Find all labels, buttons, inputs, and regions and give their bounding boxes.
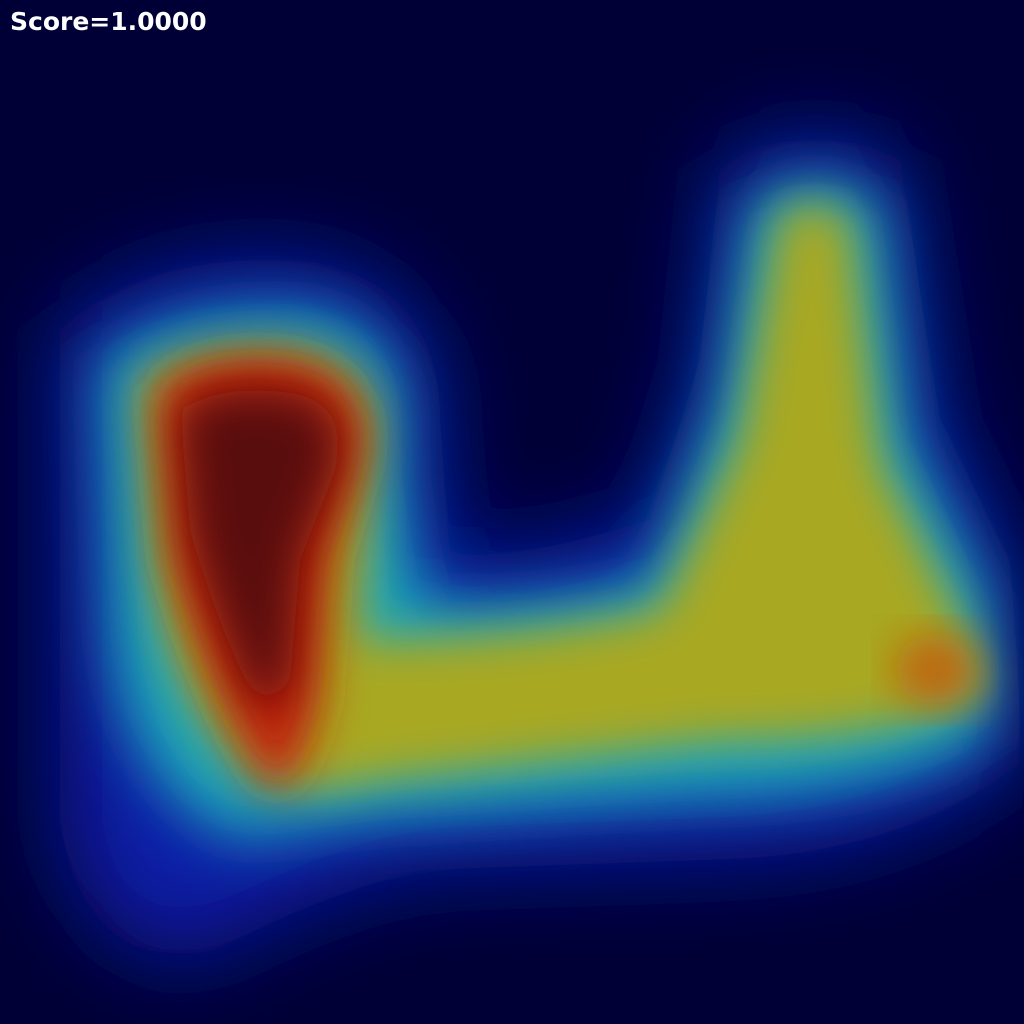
heat-core: [180, 390, 339, 707]
heat-yellow: [140, 204, 990, 790]
score-label: Score=1.0000: [10, 7, 207, 36]
heat-spot: [895, 635, 975, 705]
heatmap: [60, 137, 1024, 961]
